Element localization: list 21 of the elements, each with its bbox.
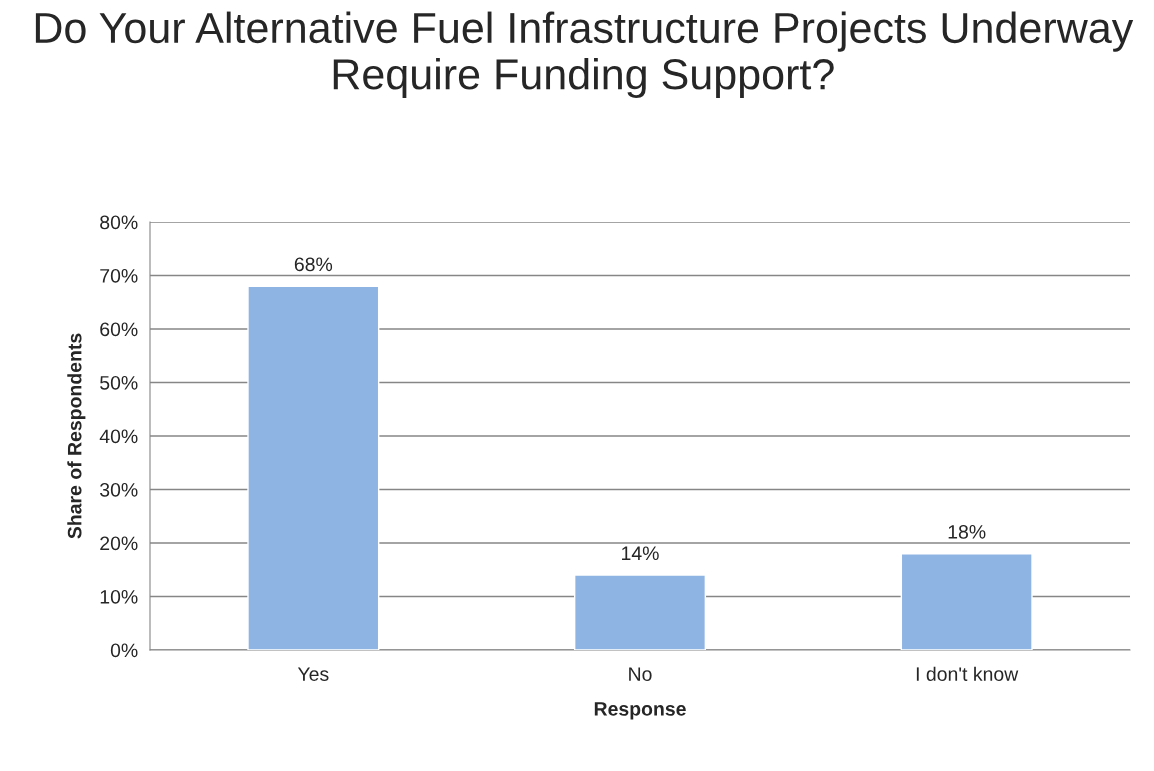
y-tick-label: 70% (100, 268, 138, 283)
y-axis-title: Share of Respondents (67, 333, 86, 539)
x-tick-label: No (629, 667, 652, 681)
bar (900, 553, 1033, 650)
y-tick-label: 30% (100, 482, 138, 497)
y-tick-label: 40% (99, 429, 138, 444)
bar (573, 574, 707, 650)
x-tick-label: Yes (297, 667, 329, 681)
x-axis-title: Response (594, 702, 686, 720)
y-tick-label: 60% (100, 322, 138, 337)
data-label: 18% (948, 524, 986, 539)
y-tick-label: 0% (110, 643, 138, 658)
bar (247, 285, 380, 650)
chart-title: Do Your Alternative Fuel Infrastructure Projects Underway Require Funding Support? (35, 11, 1134, 99)
data-label: 14% (622, 546, 659, 561)
y-tick-label: 20% (100, 536, 138, 551)
data-label: 68% (294, 257, 333, 272)
y-tick-label: 10% (100, 589, 138, 604)
y-tick-label: 80% (100, 215, 138, 230)
x-tick-label: I don't know (916, 666, 1019, 681)
y-tick-label: 50% (100, 375, 138, 390)
